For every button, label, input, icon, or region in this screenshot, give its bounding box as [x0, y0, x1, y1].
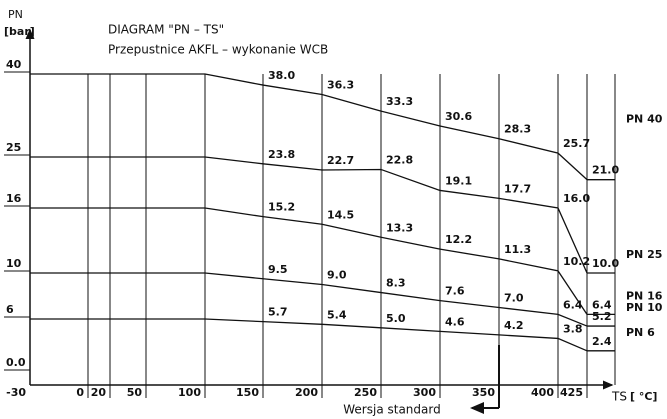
x-tick-label: 425: [560, 386, 583, 399]
data-label: 10.2: [563, 255, 590, 268]
data-label: 28.3: [504, 123, 531, 136]
data-label: 38.0: [268, 69, 295, 82]
data-label: 10.0: [592, 257, 619, 270]
x-tick-label: 100: [178, 386, 201, 399]
data-label: 9.5: [268, 263, 288, 276]
y-tick-label: 25: [6, 141, 21, 154]
legend-label: PN 40: [626, 113, 663, 126]
data-label: 21.0: [592, 164, 619, 177]
x-axis-label: TS: [611, 390, 627, 404]
data-label: 5.2: [592, 310, 612, 323]
data-label: 30.6: [445, 110, 472, 123]
series-line: [30, 272, 588, 327]
series-line: [30, 73, 588, 181]
series-line: [30, 207, 588, 315]
x-tick-label: 250: [354, 386, 377, 399]
data-label: 17.7: [504, 182, 531, 195]
legend-label: PN 10: [626, 301, 663, 314]
y-tick-label: 6: [6, 303, 14, 316]
data-label: 25.7: [563, 137, 590, 150]
x-tick-label: 150: [236, 386, 259, 399]
legend-label: PN 6: [626, 326, 655, 339]
x-tick-label: 20: [91, 386, 107, 399]
y-axis-label: PN: [8, 8, 23, 21]
data-label: 12.2: [445, 233, 472, 246]
data-label: 22.8: [386, 153, 413, 166]
data-label: 8.3: [386, 277, 406, 290]
data-label: 7.0: [504, 292, 524, 305]
y-tick-label: 10: [6, 257, 22, 270]
x-tick-label: 400: [531, 386, 554, 399]
x-tick-label: -30: [6, 386, 26, 399]
x-tick-label: 300: [413, 386, 436, 399]
data-label: 13.3: [386, 221, 413, 234]
data-label: 11.3: [504, 243, 531, 256]
data-label: 2.4: [592, 335, 612, 348]
y-tick-label: 0.0: [6, 356, 26, 369]
data-label: 33.3: [386, 95, 413, 108]
data-label: 4.6: [445, 315, 465, 328]
data-label: 14.5: [327, 208, 354, 221]
data-label: 23.8: [268, 148, 295, 161]
x-axis-unit: [ °C]: [630, 390, 657, 403]
x-tick-label: 350: [472, 386, 495, 399]
series-line: [30, 318, 588, 352]
data-label: 9.0: [327, 269, 347, 282]
data-label: 6.4: [563, 298, 583, 311]
data-label: 4.2: [504, 319, 524, 332]
data-label: 15.2: [268, 201, 295, 214]
y-tick-label: 16: [6, 192, 22, 205]
data-label: 6.4: [592, 298, 612, 311]
data-label: 3.8: [563, 322, 583, 335]
data-label: 36.3: [327, 78, 354, 91]
x-tick-label: 50: [127, 386, 143, 399]
data-label: 22.7: [327, 154, 354, 167]
legend-label: PN 25: [626, 248, 662, 261]
x-tick-label: 0: [76, 386, 84, 399]
chart-subtitle: Przepustnice AKFL – wykonanie WCB: [108, 43, 328, 57]
data-label: 19.1: [445, 174, 472, 187]
data-label: 5.4: [327, 308, 347, 321]
data-label: 5.7: [268, 306, 288, 319]
data-label: 16.0: [563, 192, 590, 205]
legend-label: PN 16: [626, 289, 663, 302]
chart-title: DIAGRAM "PN – TS": [108, 23, 224, 37]
data-label: 7.6: [445, 285, 465, 298]
annotation: Wersja standard: [343, 403, 440, 417]
x-tick-label: 200: [295, 386, 318, 399]
series-line: [30, 156, 588, 274]
data-label: 5.0: [386, 312, 406, 325]
y-tick-label: 40: [6, 58, 22, 71]
